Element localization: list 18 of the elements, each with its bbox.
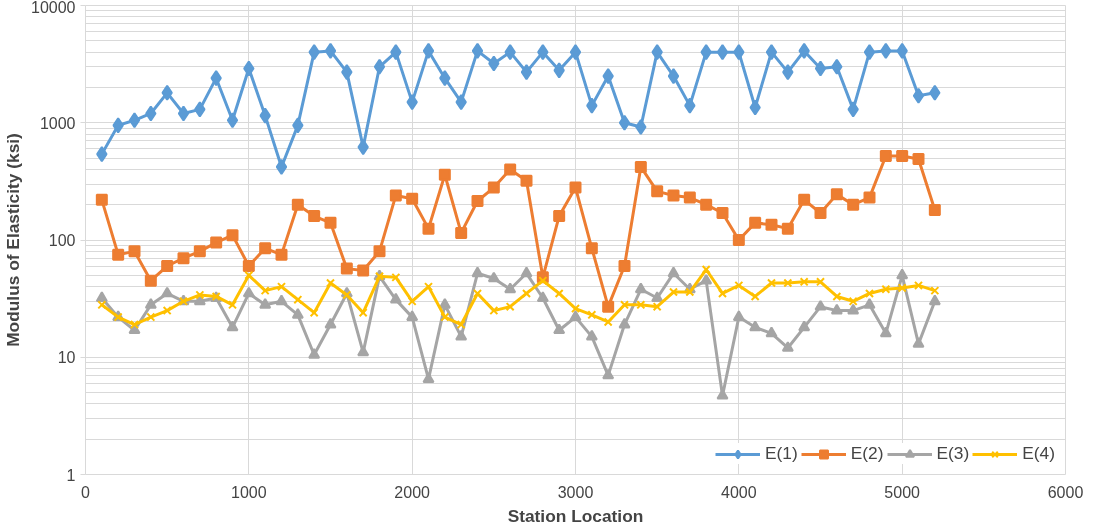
- y-tick-label: 10: [57, 349, 76, 367]
- y-tick-label: 1000: [39, 114, 76, 132]
- x-tick-label: 0: [81, 483, 91, 501]
- x-tick-label: 6000: [1047, 483, 1084, 501]
- y-tick-label: 10000: [31, 0, 76, 16]
- x-tick-label: 2000: [394, 483, 431, 501]
- legend-label: E(2): [850, 443, 884, 464]
- x-tick-label: 1000: [231, 483, 267, 501]
- y-tick-label: 100: [48, 232, 76, 249]
- x-tick-label: 3000: [557, 483, 594, 501]
- legend-label: E(1): [765, 443, 798, 464]
- y-axis-title: Modulus of Elasticity (ksi): [3, 133, 24, 347]
- x-axis-title: Station Location: [507, 505, 644, 526]
- y-tick-label: 1: [66, 466, 76, 484]
- x-tick-label: 4000: [721, 483, 757, 501]
- legend-label: E(3): [936, 443, 970, 464]
- legend-label: E(4): [1022, 443, 1055, 464]
- x-tick-label: 5000: [884, 483, 921, 501]
